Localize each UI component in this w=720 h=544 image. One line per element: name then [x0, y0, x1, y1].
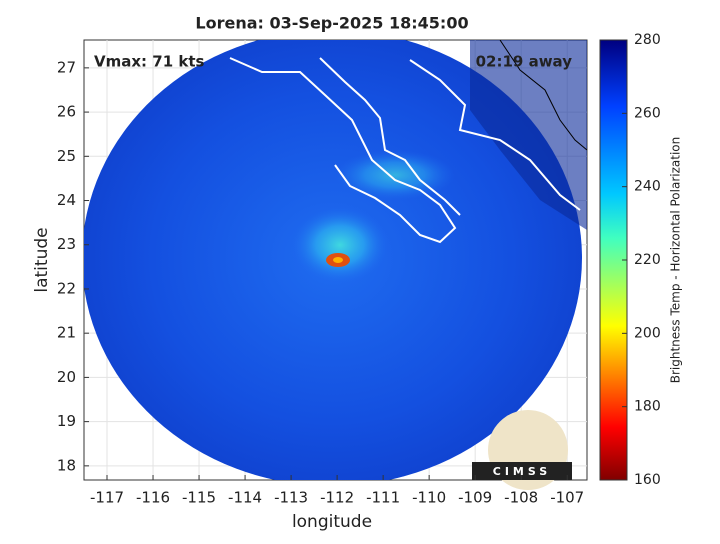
colorbar-tick-label: 240 [634, 179, 661, 195]
border [499, 40, 587, 151]
x-tick-label: -110 [412, 489, 446, 507]
colorbar-tick-label: 180 [634, 399, 661, 415]
y-tick-label: 21 [57, 324, 76, 342]
storm [292, 207, 388, 283]
y-tick-label: 24 [57, 191, 76, 209]
y-tick-label: 19 [57, 412, 76, 430]
coastline [229, 57, 457, 244]
x-tick-label: -115 [182, 489, 216, 507]
x-tick-label: -117 [90, 489, 124, 507]
x-tick-label: -112 [320, 489, 354, 507]
y-tick-label: 23 [57, 235, 76, 253]
satellite-image [84, 40, 587, 480]
x-tick-label: -114 [228, 489, 262, 507]
colorbar-tick-label: 200 [634, 325, 661, 341]
y-axis-label: latitude [32, 227, 52, 292]
x-tick-label: -111 [366, 489, 400, 507]
vmax-label: Vmax: 71 kts [94, 53, 204, 71]
eyewall-core [333, 257, 343, 263]
x-tick-label: -109 [458, 489, 492, 507]
x-tick-label: -108 [504, 489, 538, 507]
colorbar-tick-label: 260 [634, 105, 661, 121]
y-tick-label: 25 [57, 147, 76, 165]
coastline [319, 57, 581, 216]
logo: CIMSS [472, 410, 572, 490]
x-tick-label: -107 [550, 489, 584, 507]
colorbar-tick-label: 220 [634, 252, 661, 268]
colorbar-tick-label: 280 [634, 32, 661, 48]
eta-label: 02:19 away [476, 53, 573, 71]
y-tick-label: 27 [57, 58, 76, 76]
logo-band [472, 462, 572, 480]
y-tick-label: 22 [57, 279, 76, 297]
x-axis-label: longitude [292, 512, 372, 532]
colorbar-label: Brightness Temp - Horizontal Polarizatio… [669, 137, 683, 384]
x-tick-label: -116 [136, 489, 170, 507]
y-tick-label: 18 [57, 456, 76, 474]
land-cold [470, 40, 587, 230]
cloud-band [335, 150, 455, 200]
logo-text: CIMSS [493, 465, 551, 478]
y-tick-label: 26 [57, 103, 76, 121]
title: Lorena: 03-Sep-2025 18:45:00 [195, 14, 468, 33]
x-tick-label: -113 [274, 489, 308, 507]
y-tick-label: 20 [57, 368, 76, 386]
colorbar-tick-label: 160 [634, 472, 661, 488]
